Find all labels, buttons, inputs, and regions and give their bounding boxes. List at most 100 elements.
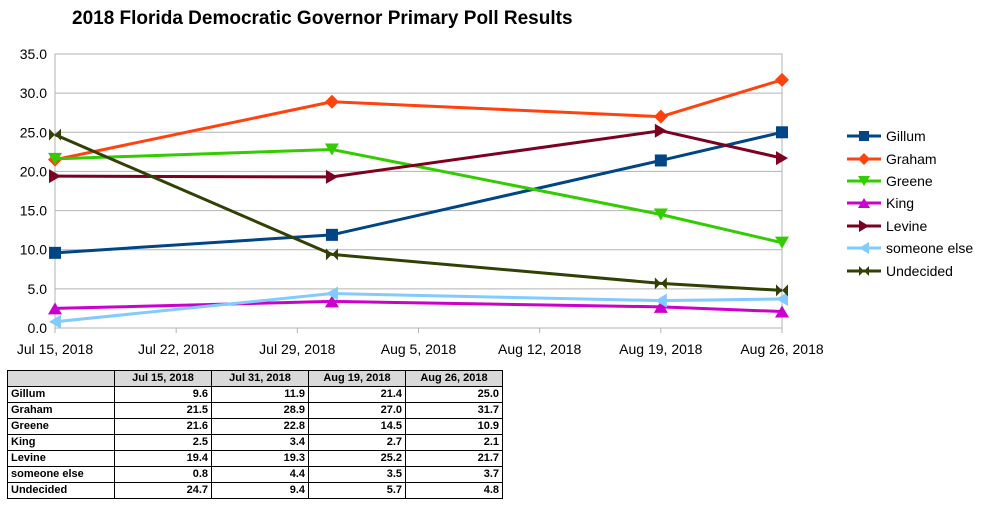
table-cell: 11.9 xyxy=(211,386,309,403)
series-line xyxy=(54,130,783,255)
series-line xyxy=(54,78,783,162)
table-cell: 14.5 xyxy=(308,418,406,435)
legend-swatch-icon xyxy=(847,198,881,209)
table-header-corner xyxy=(7,370,115,387)
data-point xyxy=(325,169,338,184)
data-point xyxy=(49,169,61,184)
table-header-cell: Jul 15, 2018 xyxy=(114,370,212,387)
data-point xyxy=(654,293,667,308)
legend-marker xyxy=(859,242,869,255)
legend-marker xyxy=(858,198,870,209)
table-cell: 21.5 xyxy=(114,402,212,419)
legend-marker xyxy=(859,265,869,276)
table-cell: 21.6 xyxy=(114,418,212,435)
table-cell: 3.4 xyxy=(211,434,309,451)
legend-marker xyxy=(858,152,870,165)
data-point xyxy=(49,314,61,329)
y-tick-label: 5.0 xyxy=(28,281,48,297)
table-cell: 4.4 xyxy=(211,466,309,483)
table-cell: 9.4 xyxy=(211,482,309,499)
series-line xyxy=(54,292,783,324)
table-body: Gillum 9.6 11.9 21.4 25.0 Graham 21.5 28.9 27.0 3… xyxy=(7,386,503,499)
data-point xyxy=(776,151,788,166)
table-cell: 25.2 xyxy=(308,450,406,467)
table-cell: 21.4 xyxy=(308,386,406,403)
table-cell: 3.7 xyxy=(405,466,503,483)
series-line xyxy=(54,299,783,314)
data-point xyxy=(325,228,338,241)
y-tick-label: 0.0 xyxy=(28,320,48,336)
table-cell: 24.7 xyxy=(114,482,212,499)
data-point xyxy=(776,284,788,297)
table-row: Graham 21.5 28.9 27.0 31.7 xyxy=(7,402,503,419)
legend-marker xyxy=(859,219,869,232)
legend-label: someone else xyxy=(886,240,974,257)
x-tick-label: Jul 22, 2018 xyxy=(138,341,214,357)
data-table: Jul 15, 2018 Jul 31, 2018 Aug 19, 2018 A… xyxy=(7,370,503,499)
table-row-label: King xyxy=(7,434,115,451)
data-point xyxy=(654,277,667,290)
legend-item: Greene xyxy=(846,170,973,192)
table-cell: 2.5 xyxy=(114,434,212,451)
table-header-row: Jul 15, 2018 Jul 31, 2018 Aug 19, 2018 A… xyxy=(7,370,503,387)
plot-area-frame xyxy=(54,53,783,329)
table-row-label: someone else xyxy=(7,466,115,483)
data-point xyxy=(776,292,788,307)
table-row-label: Gillum xyxy=(7,386,115,403)
series-graham xyxy=(48,72,789,167)
table-cell: 19.4 xyxy=(114,450,212,467)
series-line xyxy=(54,133,783,292)
data-point xyxy=(654,123,667,138)
table-row-label: Undecided xyxy=(7,482,115,499)
table-cell: 28.9 xyxy=(211,402,309,419)
series-greene xyxy=(48,143,789,249)
table-cell: 4.8 xyxy=(405,482,503,499)
table-row-label: Levine xyxy=(7,450,115,467)
legend-label: Greene xyxy=(886,172,933,189)
series-king xyxy=(48,295,789,318)
legend-label: Graham xyxy=(886,150,937,167)
legend-item: Levine xyxy=(846,215,973,237)
data-point xyxy=(48,302,62,315)
legend-label: Gillum xyxy=(886,128,926,145)
y-tick-label: 10.0 xyxy=(20,242,47,258)
data-point xyxy=(776,126,788,139)
table-cell: 25.0 xyxy=(405,386,503,403)
table-row: Undecided 24.7 9.4 5.7 4.8 xyxy=(7,482,503,499)
x-tick-label: Aug 19, 2018 xyxy=(619,341,703,357)
data-point xyxy=(775,305,789,318)
table-cell: 22.8 xyxy=(211,418,309,435)
data-point xyxy=(654,154,667,167)
series-someone-else xyxy=(49,286,788,329)
series-gillum xyxy=(49,126,788,259)
table-cell: 19.3 xyxy=(211,450,309,467)
series-levine xyxy=(49,123,788,184)
legend-marker xyxy=(858,175,870,186)
legend-item: Gillum xyxy=(846,125,973,147)
table-cell: 0.8 xyxy=(114,466,212,483)
table-row: Greene 21.6 22.8 14.5 10.9 xyxy=(7,418,503,435)
data-point xyxy=(325,286,338,301)
data-point xyxy=(324,143,339,156)
table-header: Jul 15, 2018 Jul 31, 2018 Aug 19, 2018 A… xyxy=(7,370,503,387)
legend-swatch-icon xyxy=(847,152,881,165)
legend-swatch-icon xyxy=(847,131,881,142)
data-point xyxy=(775,72,789,87)
legend-label: Levine xyxy=(886,217,928,234)
data-point xyxy=(49,246,61,259)
data-point xyxy=(653,300,668,313)
legend-label: Undecided xyxy=(886,262,953,279)
legend-label: King xyxy=(886,195,915,212)
y-tick-label: 20.0 xyxy=(20,163,47,179)
table-row-label: Greene xyxy=(7,418,115,435)
legend-swatch-icon xyxy=(847,219,881,232)
table-cell: 21.7 xyxy=(405,450,503,467)
legend-item: Graham xyxy=(846,147,973,169)
data-point xyxy=(653,208,668,221)
chart-title: 2018 Florida Democratic Governor Primary… xyxy=(72,8,573,29)
x-tick-label: Aug 26, 2018 xyxy=(740,341,824,357)
data-point xyxy=(325,248,338,261)
table-row-label: Graham xyxy=(7,402,115,419)
table-row: someone else 0.8 4.4 3.5 3.7 xyxy=(7,466,503,483)
table-header-cell: Aug 26, 2018 xyxy=(405,370,503,387)
